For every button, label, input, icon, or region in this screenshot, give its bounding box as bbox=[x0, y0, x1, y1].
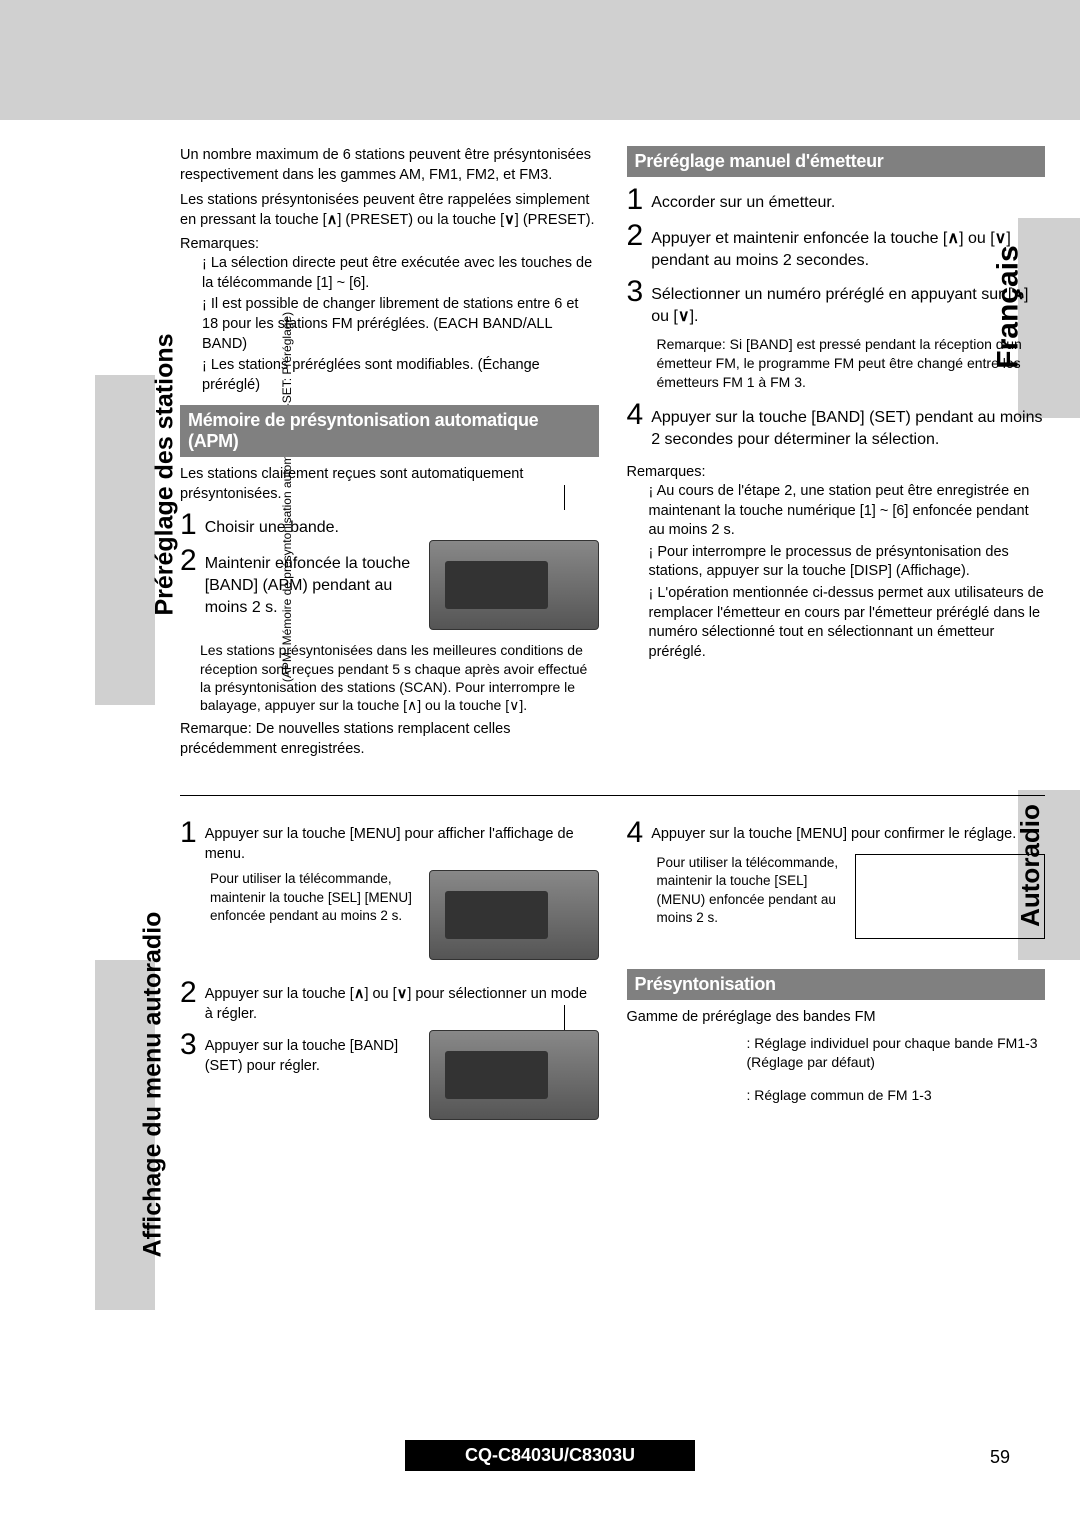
down-icon-4: ∨ bbox=[397, 986, 408, 1002]
rb1: Au cours de l'étape 2, une station peut … bbox=[649, 483, 1030, 538]
apm1-text: Choisir une bande. bbox=[205, 510, 339, 539]
m2b: ] ou [ bbox=[959, 230, 995, 247]
m3c: ]. bbox=[690, 308, 699, 325]
placeholder-box bbox=[855, 854, 1045, 939]
presync-p1: : Réglage individuel pour chaque bande F… bbox=[747, 1034, 1046, 1072]
bl2a: Appuyer sur la touche [ bbox=[205, 986, 354, 1002]
radio-image-3 bbox=[429, 1030, 599, 1120]
rb3: L'opération mentionnée ci-dessus permet … bbox=[649, 585, 1044, 660]
bl1-note: Pour utiliser la télécommande, maintenir… bbox=[210, 870, 419, 960]
section-divider bbox=[180, 795, 1045, 796]
br-num-4: 4 bbox=[627, 818, 644, 848]
m-num-2: 2 bbox=[627, 221, 644, 251]
step-num-2: 2 bbox=[180, 546, 197, 576]
bl-step-3: 3 Appuyer sur la touche [BAND] (SET) pou… bbox=[180, 1030, 419, 1076]
intro-p1: Un nombre maximum de 6 stations peuvent … bbox=[180, 146, 599, 185]
m2a: Appuyer et maintenir enfoncée la touche … bbox=[651, 230, 947, 247]
m3-text: Sélectionner un numéro préréglé en appuy… bbox=[651, 277, 1045, 327]
br4-note: Pour utiliser la télécommande, maintenir… bbox=[657, 854, 846, 939]
apm-step-1: 1 Choisir une bande. bbox=[180, 510, 419, 540]
bl2-text: Appuyer sur la touche [∧] ou [∨] pour sé… bbox=[205, 978, 599, 1024]
m-num-4: 4 bbox=[627, 400, 644, 430]
apm2-text: Maintenir enfoncée la touche [BAND] (APM… bbox=[205, 546, 419, 618]
down-icon-3: ∨ bbox=[678, 308, 690, 325]
bullet-r1: ¡ Au cours de l'étape 2, une station peu… bbox=[649, 482, 1046, 541]
remarks-label-left: Remarques: bbox=[180, 236, 599, 252]
m3a: Sélectionner un numéro préréglé en appuy… bbox=[651, 286, 1012, 303]
apm-step-2: 2 Maintenir enfoncée la touche [BAND] (A… bbox=[180, 546, 419, 618]
down-icon: ∨ bbox=[504, 212, 515, 228]
m-step-4: 4 Appuyer sur la touche [BAND] (SET) pen… bbox=[627, 400, 1046, 450]
left-tab-1-title: Préréglage des stations bbox=[151, 333, 180, 615]
bl-step-1: 1 Appuyer sur la touche [MENU] pour affi… bbox=[180, 818, 599, 864]
b2: Il est possible de changer librement de … bbox=[202, 296, 578, 351]
bullet-l2: ¡ Il est possible de changer librement d… bbox=[202, 295, 599, 354]
b1: La sélection directe peut être exécutée … bbox=[202, 255, 592, 291]
bl3-text: Appuyer sur la touche [BAND] (SET) pour … bbox=[205, 1030, 419, 1076]
p2b: ] (PRESET) ou la touche [ bbox=[337, 212, 504, 228]
footer-bar: CQ-C8403U/C8303U bbox=[160, 1439, 940, 1471]
apm-note1: Les stations présyntonisées dans les mei… bbox=[200, 641, 599, 714]
main-content: Un nombre maximum de 6 stations peuvent … bbox=[180, 146, 1045, 1125]
step-num-1: 1 bbox=[180, 510, 197, 540]
up-icon-3: ∧ bbox=[1012, 286, 1024, 303]
rb2: Pour interrompre le processus de présynt… bbox=[649, 544, 1009, 580]
intro-p2: Les stations présyntonisées peuvent être… bbox=[180, 191, 599, 230]
m1-text: Accorder sur un émetteur. bbox=[651, 185, 835, 214]
m2-text: Appuyer et maintenir enfoncée la touche … bbox=[651, 221, 1045, 271]
bar-manual: Préréglage manuel d'émetteur bbox=[627, 146, 1046, 177]
m3-note: Remarque: Si [BAND] est pressé pendant l… bbox=[657, 335, 1046, 392]
bullet-r2: ¡ Pour interrompre le processus de présy… bbox=[649, 543, 1046, 582]
bl-num-2: 2 bbox=[180, 978, 197, 1008]
top-left-column: Un nombre maximum de 6 stations peuvent … bbox=[180, 146, 599, 765]
b3: Les stations préréglées sont modifiables… bbox=[202, 357, 540, 393]
radio-image-1 bbox=[429, 540, 599, 630]
bullet-list-right: ¡ Au cours de l'étape 2, une station peu… bbox=[627, 482, 1046, 662]
bl-num-1: 1 bbox=[180, 818, 197, 848]
m-step-3: 3 Sélectionner un numéro préréglé en app… bbox=[627, 277, 1046, 327]
p2c: ] (PRESET). bbox=[515, 212, 595, 228]
presync-p2: : Réglage commun de FM 1-3 bbox=[747, 1086, 1046, 1105]
top-right-column: Préréglage manuel d'émetteur 1 Accorder … bbox=[627, 146, 1046, 765]
bullet-r3: ¡ L'opération mentionnée ci-dessus perme… bbox=[649, 584, 1046, 662]
bottom-left-column: 1 Appuyer sur la touche [MENU] pour affi… bbox=[180, 818, 599, 1125]
top-gray-band bbox=[0, 0, 1080, 120]
bullet-list-left: ¡ La sélection directe peut être exécuté… bbox=[180, 254, 599, 395]
left-tab-2-title: Affichage du menu autoradio bbox=[138, 912, 167, 1258]
m-num-3: 3 bbox=[627, 277, 644, 307]
footer-model: CQ-C8403U/C8303U bbox=[405, 1440, 695, 1471]
bl1-text: Appuyer sur la touche [MENU] pour affich… bbox=[205, 818, 599, 864]
apm-note2: Remarque: De nouvelles stations remplace… bbox=[180, 720, 599, 759]
left-tab-1-bg bbox=[95, 375, 155, 705]
m-step-2: 2 Appuyer et maintenir enfoncée la touch… bbox=[627, 221, 1046, 271]
m-num-1: 1 bbox=[627, 185, 644, 215]
remarks-label-right: Remarques: bbox=[627, 464, 1046, 480]
up-icon-2: ∧ bbox=[947, 230, 959, 247]
m4-text: Appuyer sur la touche [BAND] (SET) penda… bbox=[651, 400, 1045, 450]
bottom-right-column: 4 Appuyer sur la touche [MENU] pour conf… bbox=[627, 818, 1046, 1125]
m-step-1: 1 Accorder sur un émetteur. bbox=[627, 185, 1046, 215]
bar-apm: Mémoire de présyntonisation automatique … bbox=[180, 405, 599, 457]
presync-intro: Gamme de préréglage des bandes FM bbox=[627, 1008, 1046, 1028]
bl-step-2: 2 Appuyer sur la touche [∧] ou [∨] pour … bbox=[180, 978, 599, 1024]
bullet-l1: ¡ La sélection directe peut être exécuté… bbox=[202, 254, 599, 293]
apm-intro: Les stations clairement reçues sont auto… bbox=[180, 465, 599, 504]
bl-num-3: 3 bbox=[180, 1030, 197, 1060]
page-number: 59 bbox=[990, 1447, 1010, 1468]
up-icon: ∧ bbox=[327, 212, 338, 228]
up-icon-4: ∧ bbox=[354, 986, 365, 1002]
down-icon-2: ∨ bbox=[995, 230, 1007, 247]
bar-presync: Présyntonisation bbox=[627, 969, 1046, 1000]
bullet-l3: ¡ Les stations préréglées sont modifiabl… bbox=[202, 356, 599, 395]
radio-image-2 bbox=[429, 870, 599, 960]
br4-text: Appuyer sur la touche [MENU] pour confir… bbox=[651, 818, 1016, 845]
bl2b: ] ou [ bbox=[364, 986, 396, 1002]
br-step-4: 4 Appuyer sur la touche [MENU] pour conf… bbox=[627, 818, 1046, 848]
